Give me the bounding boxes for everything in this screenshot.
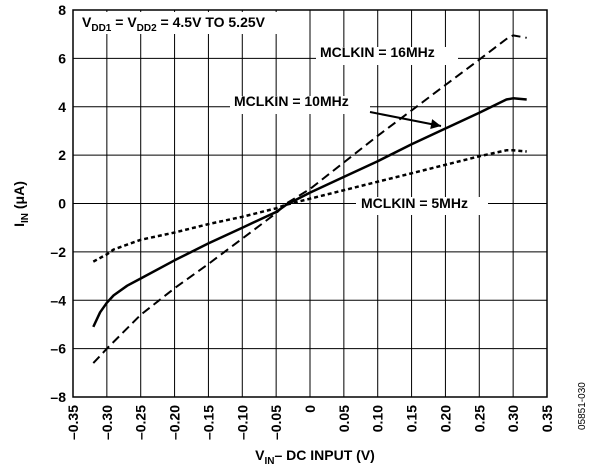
annotation-arrow-head	[430, 119, 441, 129]
x-tick-label: –0.35	[65, 405, 81, 440]
x-tick-label: 0	[302, 405, 318, 413]
x-tick-label: –0.20	[167, 405, 183, 440]
series-annotation-3: MCLKIN = 5MHz	[361, 195, 468, 211]
y-tick-label: –4	[50, 292, 66, 308]
x-tick-label: –0.30	[99, 405, 115, 440]
x-tick-label: –0.10	[234, 405, 250, 440]
y-tick-label: 4	[58, 99, 66, 115]
annotation-bg-3	[356, 197, 488, 215]
annotation-layer: MCLKIN = 16MHz MCLKIN = 10MHz MCLKIN = 5MH…	[230, 44, 488, 215]
x-tick-label: 0.30	[505, 405, 521, 432]
x-axis-label: VIN– DC INPUT (V)	[255, 447, 375, 467]
x-tick-label: –0.05	[268, 405, 284, 440]
tick-labels: –0.35 –0.30 –0.25 –0.20 –0.15 –0.10 –0.05 0 0.05…	[50, 2, 555, 440]
y-tick-label: 2	[58, 147, 66, 163]
x-tick-label: 0.15	[404, 405, 420, 432]
annotation-bg-2	[230, 96, 370, 114]
x-tick-label: 0.10	[370, 405, 386, 432]
y-tick-label: –6	[50, 341, 66, 357]
y-tick-label: 8	[58, 2, 66, 18]
x-tick-label: 0.35	[539, 405, 555, 432]
figure-code: 05851-030	[577, 382, 588, 430]
series-layer	[92, 34, 527, 364]
x-tick-label: –0.15	[200, 405, 216, 440]
plot-frame	[72, 9, 548, 398]
y-tick-label: –8	[50, 389, 66, 405]
series-line-2	[92, 97, 527, 328]
series-annotation-2: MCLKIN = 10MHz	[234, 93, 349, 109]
annotation-bg-1	[316, 47, 458, 65]
x-tick-label: –0.25	[133, 405, 149, 440]
condition-label-bg	[76, 12, 308, 34]
y-tick-label: –2	[50, 244, 66, 260]
condition-label: VDD1 = VDD2 = 4.5V TO 5.25V	[82, 14, 266, 34]
x-tick-label: 0.25	[471, 405, 487, 432]
x-tick-label: 0.20	[437, 405, 453, 432]
y-axis-label: IIN (μA)	[11, 181, 31, 227]
x-tick-label: 0.05	[336, 405, 352, 432]
y-tick-label: 0	[58, 196, 66, 212]
annotation-arrow-line	[369, 111, 442, 127]
y-tick-label: 6	[58, 50, 66, 66]
series-annotation-1: MCLKIN = 16MHz	[320, 44, 435, 60]
